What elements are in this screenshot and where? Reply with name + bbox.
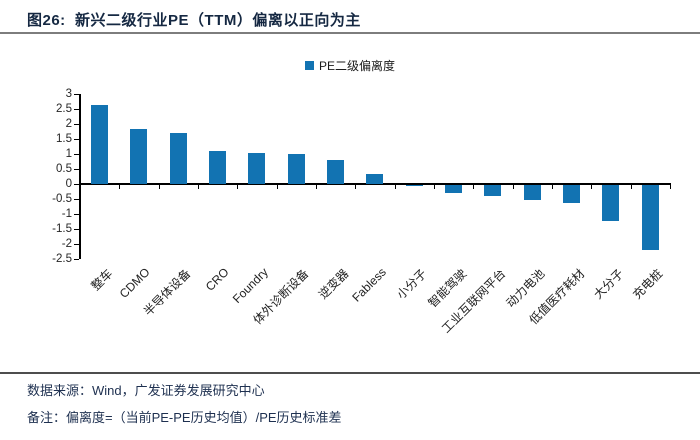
y-tick-label: 3 [65,88,72,100]
bar [169,133,187,184]
bar [641,185,659,250]
bar [130,128,148,184]
footer-divider-rule [0,372,700,374]
x-axis-tick [355,185,357,189]
bar [327,160,345,184]
x-axis-tick [394,185,396,189]
x-axis-tick [669,185,671,189]
data-source-note: 数据来源：Wind，广发证券发展研究中心 [27,383,265,398]
y-tick-label: 1 [65,148,72,160]
x-axis-tick [591,185,593,189]
x-axis-tick [551,185,553,189]
x-axis-tick [237,185,239,189]
y-tick-label: -1 [61,208,72,220]
y-axis-tick [74,109,79,110]
x-axis-tick [80,185,81,189]
bar [287,154,305,184]
y-axis-tick [74,139,79,140]
y-axis-tick [74,214,79,215]
bar [445,185,463,193]
x-category-label: 整车 [88,266,115,294]
bar [405,185,423,186]
x-axis-tick [630,185,632,189]
x-category-label: Fabless [349,265,389,305]
bar [602,185,620,221]
bar [209,151,227,184]
y-axis-tick [74,154,79,155]
y-axis-tick [74,169,79,170]
y-axis-tick [74,124,79,125]
y-axis-line [79,94,81,259]
bar [248,152,266,184]
y-tick-label: 2.5 [56,103,72,115]
y-tick-label: -0.5 [52,193,72,205]
legend-series-label: PE二级偏离度 [318,59,395,73]
y-tick-label: 1.5 [56,133,72,145]
y-tick-label: 0 [65,178,72,190]
figure-title: 图26: 新兴二级行业PE（TTM）偏离以正向为主 [27,12,361,29]
x-axis-tick [119,185,121,189]
x-axis-tick [276,185,278,189]
legend-swatch-icon [304,61,314,70]
x-category-label: 大分子 [590,266,627,302]
x-category-label: CDMO [117,265,153,301]
bar [91,104,109,184]
y-tick-label: -1.5 [52,223,72,235]
chart-legend: PE二级偏离度 [0,57,700,74]
y-tick-label: 2 [65,118,72,130]
y-axis-tick [74,199,79,200]
y-axis-tick [74,244,79,245]
remark-note: 备注：偏离度=（当前PE-PE历史均值）/PE历史标准差 [27,410,342,425]
bar [366,173,384,184]
y-axis-tick [74,229,79,230]
x-axis-tick [315,185,317,189]
x-axis-tick [158,185,160,189]
x-axis-tick [433,185,435,189]
x-category-label: CRO [202,265,232,294]
x-axis-tick [473,185,475,189]
y-axis-tick [74,94,79,95]
y-axis-tick [74,184,79,185]
y-tick-label: 0.5 [56,163,72,175]
y-axis-tick [74,259,79,260]
x-axis-tick [512,185,514,189]
x-category-label: 充电桩 [630,266,666,302]
x-category-label: 逆变器 [315,266,351,302]
x-axis-tick [197,185,199,189]
bar [563,185,581,203]
y-tick-label: -2.5 [52,253,72,265]
y-tick-label: -2 [61,238,72,250]
x-axis-line [79,183,671,185]
bar [523,185,541,200]
title-divider-rule [0,32,700,34]
bar [484,185,502,196]
